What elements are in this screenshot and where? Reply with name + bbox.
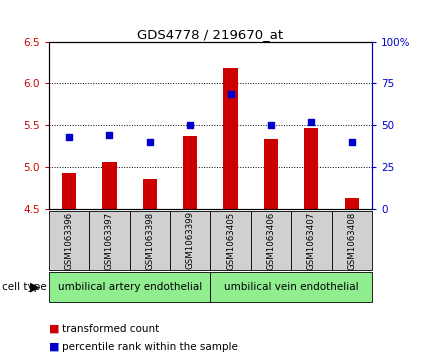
Point: [348, 139, 355, 145]
Title: GDS4778 / 219670_at: GDS4778 / 219670_at: [137, 28, 283, 41]
Text: GSM1063407: GSM1063407: [307, 211, 316, 270]
Bar: [89, 211, 130, 270]
Text: GSM1063406: GSM1063406: [266, 211, 275, 270]
Text: cell type: cell type: [2, 282, 47, 292]
Bar: [291, 211, 332, 270]
Bar: [224, 69, 238, 209]
Point: [308, 119, 314, 125]
Text: umbilical artery endothelial: umbilical artery endothelial: [57, 282, 202, 292]
Bar: [102, 162, 116, 209]
Bar: [210, 272, 372, 302]
Text: GSM1063396: GSM1063396: [65, 211, 74, 270]
Bar: [332, 211, 372, 270]
Bar: [49, 211, 89, 270]
Bar: [143, 179, 157, 209]
Text: GSM1063408: GSM1063408: [347, 211, 356, 270]
Bar: [210, 211, 251, 270]
Bar: [251, 211, 291, 270]
Bar: [170, 211, 210, 270]
Point: [65, 134, 72, 140]
Point: [267, 122, 274, 128]
Bar: [264, 139, 278, 209]
Point: [227, 91, 234, 97]
Bar: [345, 198, 359, 209]
Bar: [304, 128, 318, 209]
Text: GSM1063398: GSM1063398: [145, 211, 154, 270]
Text: umbilical vein endothelial: umbilical vein endothelial: [224, 282, 358, 292]
Text: ■: ■: [49, 323, 60, 334]
Point: [106, 132, 113, 138]
Text: GSM1063399: GSM1063399: [186, 212, 195, 269]
Text: GSM1063397: GSM1063397: [105, 211, 114, 270]
Bar: [183, 136, 197, 209]
Bar: [130, 211, 170, 270]
Text: percentile rank within the sample: percentile rank within the sample: [62, 342, 238, 352]
Point: [146, 139, 153, 145]
Text: ▶: ▶: [29, 281, 39, 294]
Bar: [49, 272, 210, 302]
Bar: [62, 173, 76, 209]
Text: transformed count: transformed count: [62, 323, 159, 334]
Text: GSM1063405: GSM1063405: [226, 211, 235, 270]
Text: ■: ■: [49, 342, 60, 352]
Point: [187, 122, 193, 128]
